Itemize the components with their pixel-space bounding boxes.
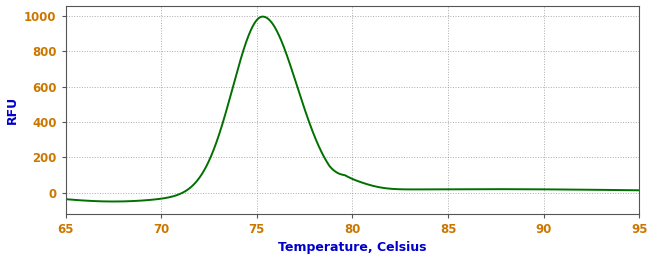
- Y-axis label: RFU: RFU: [6, 96, 18, 124]
- X-axis label: Temperature, Celsius: Temperature, Celsius: [278, 242, 426, 255]
